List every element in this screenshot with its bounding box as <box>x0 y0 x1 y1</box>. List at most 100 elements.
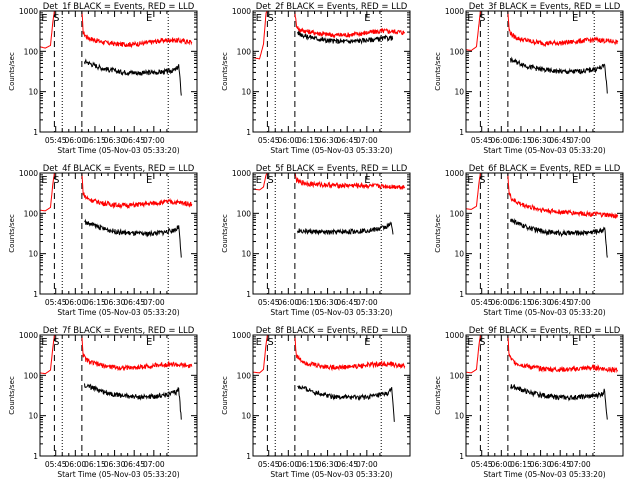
marker-label-e: E <box>467 337 473 348</box>
panel-9: Det_9f BLACK = Events, RED = LLD 1 10 100 10… <box>434 326 624 479</box>
x-axis-label: Start Time (05-Nov-03 05:33:20) <box>483 470 605 479</box>
x-axis-label: Start Time (05-Nov-03 05:33:20) <box>57 470 179 479</box>
y-axis-label: Counts/sec <box>8 214 16 253</box>
y-tick-label: 1 <box>33 128 38 137</box>
x-tick-label: 06:45 <box>123 298 145 307</box>
y-tick-label: 100 <box>450 209 465 218</box>
y-tick-label: 1000 <box>232 169 251 178</box>
x-tick-label: 05:45 <box>258 460 280 469</box>
x-tick-label: 06:00 <box>65 298 87 307</box>
y-tick-label: 10 <box>241 412 251 421</box>
x-tick-label: 07:00 <box>569 136 591 145</box>
marker-label-s: S <box>53 13 59 24</box>
x-tick-label: 06:00 <box>278 460 300 469</box>
marker-label-s: S <box>479 337 485 348</box>
marker-label-s: S <box>267 175 273 186</box>
y-axis-label: Counts/sec <box>221 376 229 415</box>
panel-title: Det_4f BLACK = Events, RED = LLD <box>43 164 195 174</box>
x-axis-label: Start Time (05-Nov-03 05:33:20) <box>270 470 392 479</box>
x-tick-label: 06:00 <box>278 298 300 307</box>
x-tick-label: 05:45 <box>258 298 280 307</box>
panel-6: Det_6f BLACK = Events, RED = LLD 1 10 100 10… <box>434 164 624 317</box>
x-tick-label: 06:30 <box>104 460 126 469</box>
x-tick-label: 06:00 <box>491 460 513 469</box>
x-tick-label: 06:15 <box>510 460 532 469</box>
x-tick-label: 07:00 <box>143 298 165 307</box>
x-tick-label: 06:45 <box>123 460 145 469</box>
x-tick-label: 07:00 <box>569 298 591 307</box>
y-tick-label: 10 <box>241 88 251 97</box>
y-tick-label: 100 <box>450 47 465 56</box>
x-tick-label: 06:00 <box>65 460 87 469</box>
marker-label-s: S <box>479 13 485 24</box>
plot-frame <box>39 10 198 133</box>
y-tick-label: 100 <box>237 371 252 380</box>
y-tick-label: 100 <box>237 209 252 218</box>
y-tick-label: 10 <box>28 88 38 97</box>
x-axis-label: Start Time (05-Nov-03 05:33:20) <box>270 308 392 317</box>
panel-8: Det_8f BLACK = Events, RED = LLD 1 10 100 10… <box>221 326 411 479</box>
marker-label-s: S <box>267 337 273 348</box>
y-axis-label: Counts/sec <box>221 52 229 91</box>
events-series-line <box>84 383 182 420</box>
panel-3: Det_3f BLACK = Events, RED = LLD 1 10 100 10… <box>434 2 624 155</box>
x-tick-label: 05:45 <box>471 460 493 469</box>
x-tick-label: 05:45 <box>471 298 493 307</box>
x-axis-label: Start Time (05-Nov-03 05:33:20) <box>483 146 605 155</box>
events-series-line <box>297 30 394 45</box>
panel-title: Det_3f BLACK = Events, RED = LLD <box>469 2 621 12</box>
marker-label-e: E <box>146 13 152 24</box>
y-tick-label: 1 <box>33 452 38 461</box>
x-tick-label: 06:30 <box>104 136 126 145</box>
y-tick-label: 10 <box>28 250 38 259</box>
y-tick-label: 1000 <box>232 331 251 340</box>
x-tick-label: 05:45 <box>45 136 67 145</box>
plot-frame <box>465 10 624 133</box>
x-tick-label: 06:00 <box>491 136 513 145</box>
events-series-line <box>297 221 394 236</box>
x-tick-label: 05:45 <box>45 298 67 307</box>
marker-label-s: S <box>53 175 59 186</box>
panel-title: Det_2f BLACK = Events, RED = LLD <box>256 2 408 12</box>
x-tick-label: 07:00 <box>356 298 378 307</box>
x-tick-label: 07:00 <box>569 460 591 469</box>
y-tick-label: 10 <box>454 412 464 421</box>
y-tick-label: 100 <box>237 47 252 56</box>
y-tick-label: 1000 <box>445 169 464 178</box>
x-tick-label: 06:30 <box>317 136 339 145</box>
x-tick-label: 06:00 <box>278 136 300 145</box>
x-tick-label: 06:30 <box>317 460 339 469</box>
x-tick-label: 05:45 <box>45 460 67 469</box>
y-tick-label: 10 <box>241 250 251 259</box>
events-series-line <box>84 218 182 258</box>
lld-series-line <box>253 173 406 191</box>
lld-series-line <box>466 173 619 219</box>
plot-frame <box>252 334 411 457</box>
lld-series-line <box>40 173 193 212</box>
events-series-line <box>84 58 182 96</box>
marker-label-e: E <box>41 175 47 186</box>
panel-5: Det_5f BLACK = Events, RED = LLD 1 10 100 10… <box>221 164 411 317</box>
panel-2: Det_2f BLACK = Events, RED = LLD 1 10 100 10… <box>221 2 411 155</box>
lld-series-line <box>253 11 405 60</box>
x-tick-label: 06:15 <box>84 136 106 145</box>
y-axis-label: Counts/sec <box>434 214 442 253</box>
y-axis-label: Counts/sec <box>434 52 442 91</box>
x-tick-label: 06:45 <box>549 136 571 145</box>
y-tick-label: 10 <box>28 412 38 421</box>
x-tick-label: 06:00 <box>65 136 87 145</box>
y-tick-label: 1000 <box>19 169 38 178</box>
x-tick-label: 07:00 <box>356 136 378 145</box>
marker-label-e: E <box>364 175 370 186</box>
lld-series-line <box>253 335 406 374</box>
y-tick-label: 1 <box>246 290 251 299</box>
y-tick-label: 1 <box>459 290 464 299</box>
plot-frame <box>465 172 624 295</box>
panel-title: Det_1f BLACK = Events, RED = LLD <box>43 2 195 12</box>
y-axis-label: Counts/sec <box>221 214 229 253</box>
x-tick-label: 06:15 <box>84 460 106 469</box>
plot-frame <box>39 172 198 295</box>
y-tick-label: 1 <box>246 452 251 461</box>
marker-label-e: E <box>572 13 578 24</box>
y-tick-label: 10 <box>454 88 464 97</box>
